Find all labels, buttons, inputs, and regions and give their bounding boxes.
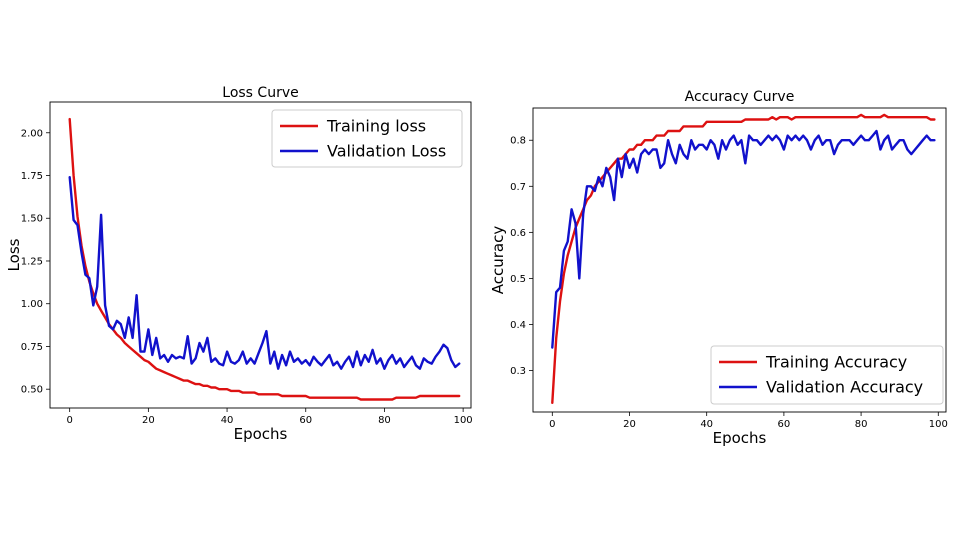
chart0-ytick-label: 2.00	[21, 128, 43, 139]
chart1-series-1-line	[551, 129, 936, 349]
chart0-xtick-label: 60	[299, 415, 312, 426]
chart1-ytick-label: 0.4	[510, 320, 526, 331]
chart1-ytick-label: 0.6	[510, 228, 526, 239]
chart1-ytick-label: 0.7	[510, 182, 526, 193]
chart1-xlabel: Epochs	[713, 429, 767, 447]
chart1-title: Accuracy Curve	[685, 89, 795, 105]
chart1-series-0-line	[551, 113, 936, 404]
chart0-xtick-label: 80	[378, 415, 391, 426]
chart0-ytick-label: 1.50	[21, 214, 43, 225]
chart1-xtick-label: 40	[700, 419, 713, 430]
chart0-ytick-label: 0.50	[21, 385, 43, 396]
chart1-xtick-label: 60	[778, 419, 791, 430]
chart1-xtick-label: 20	[623, 419, 636, 430]
chart0-ytick-label: 1.25	[21, 256, 43, 267]
chart0-plot-frame	[49, 101, 472, 409]
chart1-ytick-label: 0.8	[510, 136, 526, 147]
chart0-ytick-label: 1.00	[21, 299, 43, 310]
chart0-legend-label-0: Training loss	[326, 117, 426, 136]
chart0-xlabel: Epochs	[234, 425, 288, 443]
chart1-xtick-label: 80	[855, 419, 868, 430]
chart1-ylabel: Accuracy	[489, 226, 507, 295]
chart0-series-1-line	[68, 175, 461, 370]
chart0-xtick-label: 40	[221, 415, 234, 426]
chart0-series-0-line	[68, 117, 461, 401]
chart0-title: Loss Curve	[222, 85, 298, 101]
chart1-group: Accuracy Curve 0 20 40 60 80 100 0.3 0.4 0.5 0.6 0.…	[489, 89, 948, 447]
chart1-legend-label-1: Validation Accuracy	[766, 378, 923, 397]
chart0-ytick-label: 1.75	[21, 171, 43, 182]
chart1-xtick-label: 100	[929, 419, 948, 430]
chart1-plot-frame	[532, 107, 947, 413]
chart0-legend-label-1: Validation Loss	[327, 142, 446, 161]
chart0-xtick-label: 20	[142, 415, 155, 426]
chart0-legend	[271, 109, 463, 168]
chart1-legend	[710, 345, 944, 405]
chart1-legend-label-0: Training Accuracy	[765, 353, 907, 372]
chart1-ytick-label: 0.3	[510, 366, 526, 377]
chart0-group: Loss Curve 0 20 40 60 80 100 0.50 0.75 1.00 1.25 1.…	[5, 85, 473, 443]
chart0-ytick-label: 0.75	[21, 342, 43, 353]
chart0-xtick-label: 100	[454, 415, 473, 426]
chart0-xtick-label: 0	[66, 415, 72, 426]
chart1-xtick-label: 0	[549, 419, 555, 430]
chart0-ylabel: Loss	[5, 238, 23, 271]
chart1-ytick-label: 0.5	[510, 274, 526, 285]
